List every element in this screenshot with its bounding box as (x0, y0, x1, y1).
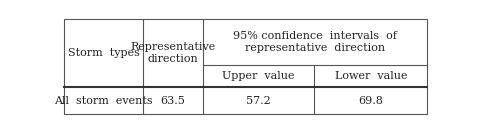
Text: 69.8: 69.8 (358, 96, 383, 106)
Text: Storm  types: Storm types (68, 48, 139, 58)
Text: 57.2: 57.2 (246, 96, 271, 106)
Text: Upper  value: Upper value (222, 71, 295, 81)
Text: Lower  value: Lower value (334, 71, 407, 81)
Text: 63.5: 63.5 (160, 96, 185, 106)
Text: 95% confidence  intervals  of
representative  direction: 95% confidence intervals of representati… (233, 31, 397, 53)
Text: Representative
direction: Representative direction (130, 42, 216, 64)
Text: All  storm  events: All storm events (54, 96, 153, 106)
